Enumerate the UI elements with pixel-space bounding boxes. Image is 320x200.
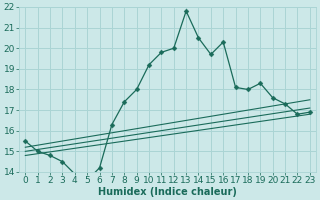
X-axis label: Humidex (Indice chaleur): Humidex (Indice chaleur) [98, 187, 237, 197]
